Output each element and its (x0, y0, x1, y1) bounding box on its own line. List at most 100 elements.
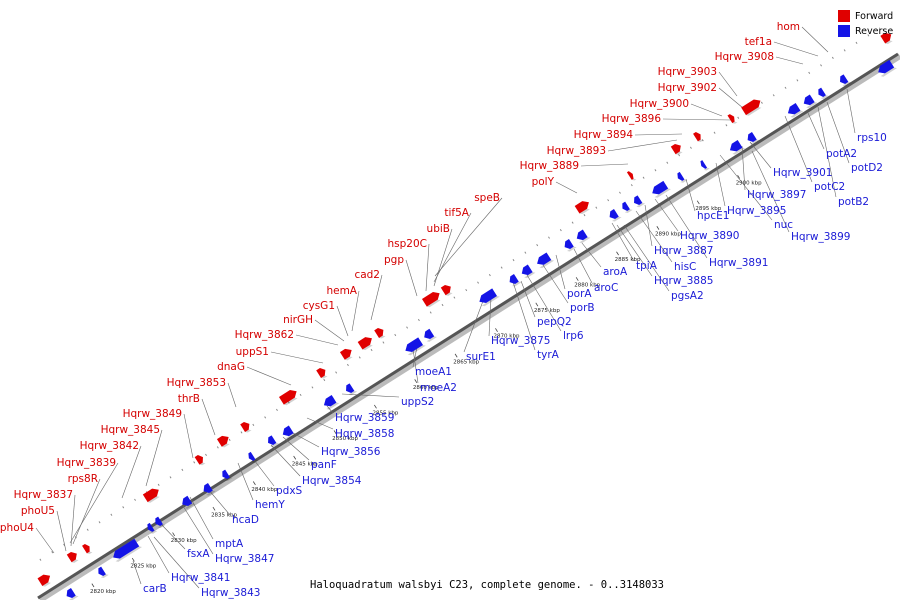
gene-label-hqrw-3887: Hqrw_3887 (654, 245, 713, 257)
forward-gene-arrow (374, 327, 386, 339)
leader-line-cysg1 (336, 305, 349, 337)
reverse-gene-arrow (787, 102, 804, 118)
reverse-gene-arrow (222, 469, 233, 482)
leader-line-hemy (237, 462, 254, 501)
leader-line-hqrw-3845 (145, 429, 163, 487)
gene-label-hisc: hisC (674, 261, 696, 273)
gene-label-nuc: nuc (774, 219, 793, 231)
axis-tick-label: 2830 kbp (171, 538, 197, 544)
forward-gene-arrow (880, 32, 893, 45)
leader-line-hqrw-3854 (270, 444, 301, 477)
gene-label-hqrw-3856: Hqrw_3856 (321, 446, 381, 458)
map-caption: Haloquadratum walsbyi C23, complete geno… (310, 579, 664, 591)
reverse-gene-arrow (652, 180, 671, 198)
reverse-gene-arrow (609, 209, 622, 222)
gene-label-hqrw-3901: Hqrw_3901 (773, 167, 832, 179)
gene-label-hpce1: hpcE1 (697, 210, 729, 222)
gene-label-moea2: moeA2 (420, 382, 457, 394)
gene-label-nirgh: nirGH (283, 314, 313, 326)
reverse-gene-arrow (840, 74, 852, 87)
gene-label-hqrw-3839: Hqrw_3839 (57, 457, 116, 469)
leader-line-rps10 (846, 88, 856, 134)
gene-label-hqrw-3841: Hqrw_3841 (171, 572, 230, 584)
axis-tick-label: 2835 kbp (211, 512, 237, 518)
leader-line-hqrw-3902 (718, 87, 744, 109)
axis-tick (656, 226, 660, 230)
forward-gene-arrow (66, 551, 79, 563)
forward-gene-arrow (357, 337, 373, 351)
gene-label-pota2: potA2 (826, 148, 857, 160)
gene-label-speb: speB (474, 192, 500, 204)
gene-label-hqrw-3894: Hqrw_3894 (574, 129, 634, 141)
gene-label-tif5a: tif5A (444, 207, 469, 219)
leader-line-pota2 (807, 112, 825, 150)
leader-line-hqrw-3896 (662, 118, 732, 121)
leader-line-hema (351, 290, 360, 332)
gene-label-hqrw-3853: Hqrw_3853 (167, 377, 226, 389)
axis-tick (696, 200, 700, 205)
axis-line (37, 52, 899, 600)
gene-label-poly: polY (532, 176, 555, 188)
reverse-gene-arrow (634, 195, 646, 208)
axis-tick (91, 583, 95, 588)
leader-line-tef1a (773, 41, 819, 57)
gene-label-aroa: aroA (603, 266, 628, 278)
leader-line-hom (801, 26, 829, 53)
gene-label-hqrw-3875: Hqrw_3875 (491, 335, 550, 347)
leader-line-hqrw-3887 (644, 204, 653, 247)
legend-reverse-label: Reverse (855, 26, 893, 37)
axis-tick-label: 2865 kbp (453, 359, 479, 365)
leader-line-hqrw-3903 (718, 71, 738, 97)
axis-tick-label: 2820 kbp (90, 589, 116, 595)
gene-label-fsxa: fsxA (187, 548, 210, 560)
gene-label-phou4: phoU4 (0, 522, 34, 534)
gene-label-hqrw-3854: Hqrw_3854 (302, 475, 362, 487)
gene-label-upps1: uppS1 (236, 346, 269, 358)
axis-tick-label: 2840 kbp (251, 487, 277, 493)
forward-gene-arrow (421, 292, 441, 308)
leader-line-hcad (207, 488, 231, 516)
gene-label-hqrw-3891: Hqrw_3891 (709, 257, 768, 269)
leader-line-sure1 (463, 300, 484, 353)
leader-line-rps8r (72, 478, 101, 545)
axis-tick-label: 2885 kbp (615, 257, 641, 263)
reverse-gene-arrow (818, 87, 829, 100)
leader-line-hqrw-3893 (607, 139, 678, 152)
leader-line-pepq2 (520, 280, 536, 318)
leader-line-hqrw-3843 (153, 536, 200, 589)
reverse-gene-arrow (155, 516, 166, 529)
axis-tick (454, 353, 458, 358)
leader-line-hqrw-3885 (616, 224, 653, 277)
forward-gene-arrow (693, 132, 704, 143)
axis-shadow (38, 53, 900, 600)
axis-tick (616, 251, 619, 256)
leader-line-tif5a (433, 212, 472, 283)
leader-line-thrb (201, 398, 216, 436)
leader-line-poly (555, 181, 578, 194)
leader-line-pora (555, 254, 566, 290)
gene-label-hqrw-3847: Hqrw_3847 (215, 553, 274, 565)
leader-line-upps1 (270, 351, 324, 364)
reverse-gene-arrow (268, 435, 280, 448)
reverse-gene-arrow (521, 264, 536, 279)
gene-label-pgp: pgp (384, 254, 404, 266)
axis-tick-label: 2850 kbp (332, 436, 358, 442)
reverse-gene-arrow (537, 252, 555, 269)
forward-gene-arrow (339, 348, 353, 361)
gene-label-cad2: cad2 (354, 269, 380, 281)
leader-line-lrp6 (526, 274, 562, 332)
gene-label-potd2: potD2 (851, 162, 883, 174)
gene-label-hqrw-3858: Hqrw_3858 (335, 428, 394, 440)
gene-label-aroc: aroC (594, 282, 618, 294)
forward-gene-arrow (741, 99, 762, 116)
axis-tick-label: 2900 kbp (736, 181, 762, 187)
gene-label-hqrw-3893: Hqrw_3893 (547, 145, 606, 157)
leader-line-mpta (189, 496, 214, 540)
leader-line-pgsa2 (623, 224, 670, 292)
gene-label-panf: panF (311, 459, 337, 471)
leader-line-hqrw-3849 (183, 413, 194, 459)
forward-gene-arrow (82, 544, 93, 555)
reverse-gene-arrow (803, 94, 818, 109)
gene-label-pdxs: pdxS (276, 485, 303, 497)
